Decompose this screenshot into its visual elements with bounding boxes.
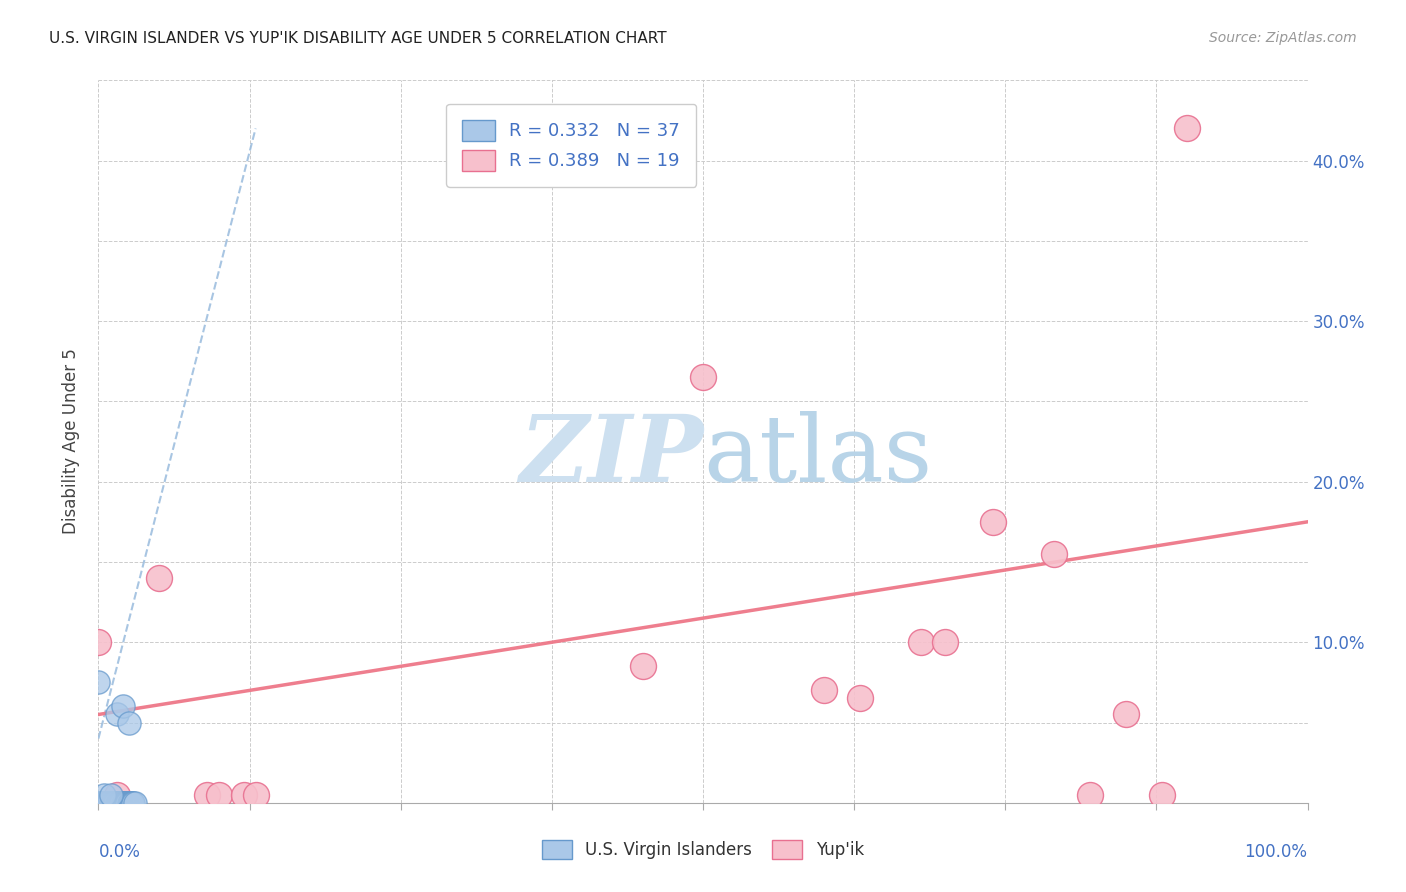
Point bbox=[103, 796, 125, 810]
Point bbox=[87, 675, 110, 690]
Point bbox=[121, 796, 143, 810]
Point bbox=[105, 796, 128, 810]
Text: Source: ZipAtlas.com: Source: ZipAtlas.com bbox=[1209, 31, 1357, 45]
Text: 100.0%: 100.0% bbox=[1244, 843, 1308, 861]
Point bbox=[117, 796, 139, 810]
Point bbox=[91, 796, 114, 810]
Point bbox=[101, 796, 124, 810]
Point bbox=[107, 796, 129, 810]
Point bbox=[91, 796, 114, 810]
Point bbox=[631, 659, 654, 673]
Point bbox=[118, 796, 141, 810]
Text: U.S. VIRGIN ISLANDER VS YUP'IK DISABILITY AGE UNDER 5 CORRELATION CHART: U.S. VIRGIN ISLANDER VS YUP'IK DISABILIT… bbox=[49, 31, 666, 46]
Point bbox=[849, 691, 872, 706]
Point bbox=[934, 635, 956, 649]
Text: atlas: atlas bbox=[703, 411, 932, 501]
Point bbox=[89, 796, 111, 810]
Point bbox=[111, 796, 134, 810]
Point bbox=[1152, 788, 1174, 802]
Point bbox=[195, 788, 218, 802]
Point bbox=[124, 796, 146, 810]
Text: 0.0%: 0.0% bbox=[98, 843, 141, 861]
Point bbox=[87, 796, 110, 810]
Point bbox=[105, 788, 128, 802]
Y-axis label: Disability Age Under 5: Disability Age Under 5 bbox=[62, 349, 80, 534]
Point bbox=[97, 796, 120, 810]
Point bbox=[100, 788, 122, 802]
Point bbox=[110, 796, 132, 810]
Point bbox=[208, 788, 231, 802]
Point bbox=[813, 683, 835, 698]
Point bbox=[100, 796, 122, 810]
Point bbox=[96, 796, 118, 810]
Point bbox=[100, 796, 122, 810]
Point bbox=[910, 635, 932, 649]
Point bbox=[118, 715, 141, 730]
Point bbox=[108, 796, 131, 810]
Point bbox=[115, 796, 138, 810]
Point bbox=[148, 571, 170, 585]
Point bbox=[112, 796, 135, 810]
Point bbox=[93, 788, 115, 802]
Point bbox=[108, 796, 131, 810]
Point bbox=[232, 788, 254, 802]
Text: ZIP: ZIP bbox=[519, 411, 703, 501]
Legend: R = 0.332   N = 37, R = 0.389   N = 19: R = 0.332 N = 37, R = 0.389 N = 19 bbox=[446, 103, 696, 187]
Point bbox=[104, 796, 127, 810]
Point bbox=[692, 370, 714, 384]
Point bbox=[105, 707, 128, 722]
Point bbox=[114, 796, 136, 810]
Point bbox=[98, 796, 121, 810]
Point bbox=[1078, 788, 1101, 802]
Point bbox=[87, 635, 110, 649]
Legend: U.S. Virgin Islanders, Yup'ik: U.S. Virgin Islanders, Yup'ik bbox=[536, 833, 870, 866]
Point bbox=[94, 796, 117, 810]
Point bbox=[118, 796, 141, 810]
Point bbox=[1042, 547, 1064, 561]
Point bbox=[90, 796, 112, 810]
Point bbox=[1175, 121, 1198, 136]
Point bbox=[120, 796, 142, 810]
Point bbox=[122, 796, 145, 810]
Point bbox=[93, 796, 115, 810]
Point bbox=[245, 788, 267, 802]
Point bbox=[111, 699, 134, 714]
Point bbox=[981, 515, 1004, 529]
Point bbox=[1115, 707, 1137, 722]
